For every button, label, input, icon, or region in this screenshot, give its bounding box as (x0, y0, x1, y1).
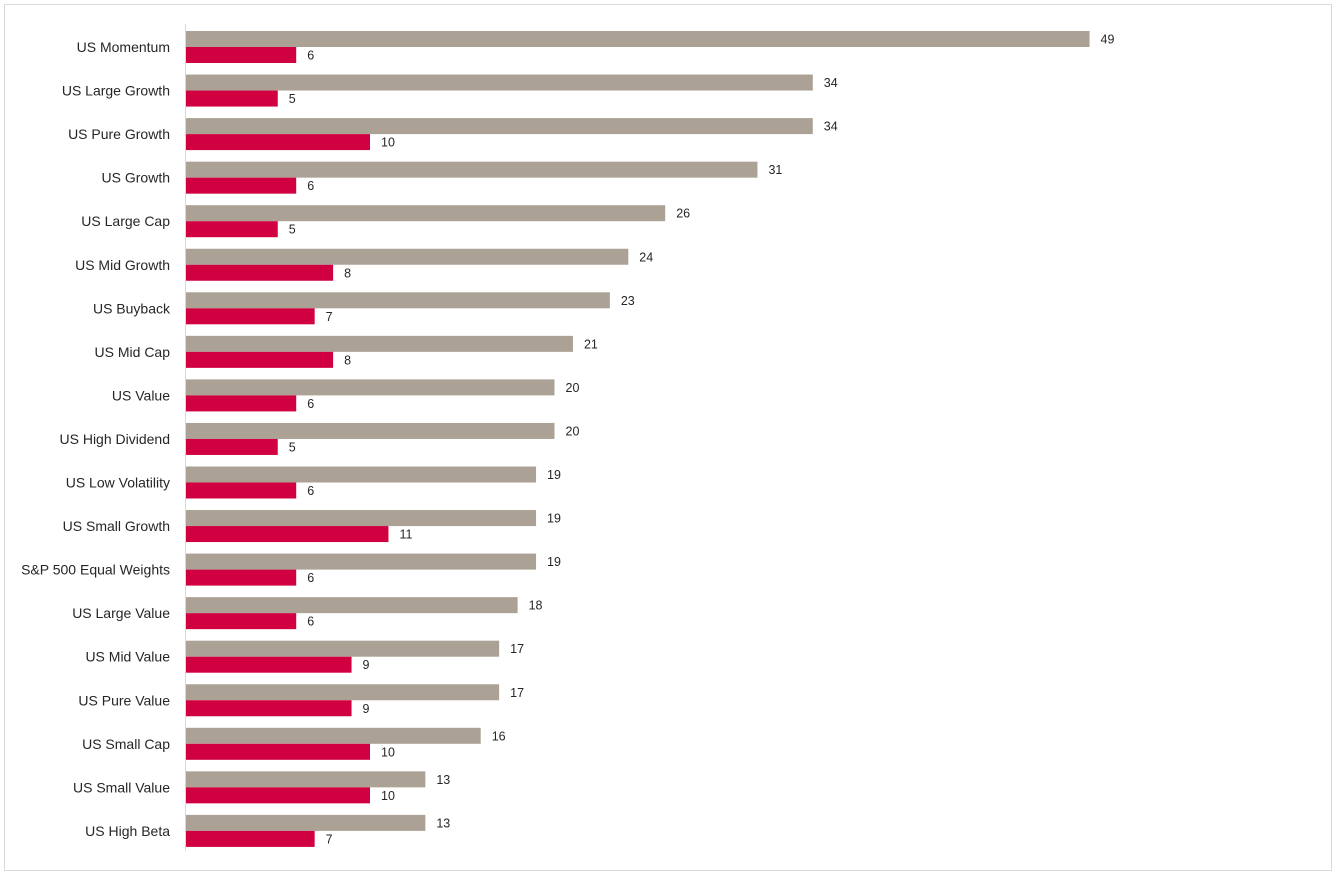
category-label-us-high-dividend: US High Dividend (60, 431, 171, 447)
bar-series1-us-mid-value (185, 640, 500, 657)
value-label-series2-us-pure-growth: 10 (381, 136, 395, 150)
value-label-series1-us-high-dividend: 20 (566, 424, 580, 438)
category-label-sandp-500-equal-weights: S&P 500 Equal Weights (21, 562, 170, 578)
category-label-us-pure-value: US Pure Value (78, 692, 170, 708)
category-label-us-mid-growth: US Mid Growth (75, 257, 170, 273)
bar-series1-us-large-cap (185, 205, 666, 222)
value-label-series2-us-large-growth: 5 (289, 92, 296, 106)
bar-series2-us-buyback (185, 308, 315, 325)
value-label-series2-us-large-value: 6 (307, 615, 314, 629)
bar-series2-us-momentum (185, 47, 297, 63)
bar-series2-sandp-500-equal-weights (185, 569, 297, 586)
value-label-series2-us-mid-growth: 8 (344, 266, 351, 280)
category-label-us-pure-growth: US Pure Growth (68, 126, 170, 142)
value-label-series2-us-small-growth: 11 (399, 528, 412, 542)
bar-series2-us-pure-growth (185, 134, 370, 151)
category-label-us-large-growth: US Large Growth (62, 83, 170, 99)
value-label-series2-us-value: 6 (307, 397, 314, 411)
category-label-us-mid-cap: US Mid Cap (95, 344, 171, 360)
value-label-series1-us-large-growth: 34 (824, 76, 838, 90)
bar-series2-us-high-beta (185, 830, 315, 847)
chart-frame: US Momentum 49 6 US Large Growth 34 5 US Pure … (4, 4, 1332, 871)
category-label-us-small-value: US Small Value (73, 779, 170, 795)
value-label-series2-us-pure-value: 9 (363, 702, 370, 716)
value-label-series2-us-high-dividend: 5 (289, 440, 296, 454)
category-label-us-large-value: US Large Value (72, 605, 170, 621)
value-label-series2-us-mid-cap: 8 (344, 353, 351, 367)
value-label-series1-us-growth: 31 (768, 163, 782, 177)
category-label-us-mid-value: US Mid Value (85, 649, 170, 665)
bar-series1-us-mid-growth (185, 248, 629, 265)
bar-series2-us-high-dividend (185, 438, 278, 455)
category-label-us-growth: US Growth (102, 170, 170, 186)
bar-series2-us-mid-growth (185, 264, 334, 281)
bar-series1-us-momentum (185, 31, 1090, 47)
value-label-series1-us-pure-value: 17 (510, 686, 524, 700)
bar-series1-us-high-beta (185, 814, 426, 831)
bar-series1-us-value (185, 379, 555, 396)
labels-layer: US Momentum 49 6 US Large Growth 34 5 US Pure … (21, 33, 1114, 847)
value-label-series1-sandp-500-equal-weights: 19 (547, 555, 561, 569)
bar-series2-us-growth (185, 177, 297, 194)
bar-series1-us-pure-value (185, 684, 500, 701)
value-label-series2-us-small-value: 10 (381, 789, 395, 803)
category-label-us-small-cap: US Small Cap (82, 736, 170, 752)
bar-series2-us-small-growth (185, 526, 389, 543)
category-label-us-large-cap: US Large Cap (81, 213, 170, 229)
value-label-series2-sandp-500-equal-weights: 6 (307, 571, 314, 585)
value-label-series1-us-value: 20 (566, 381, 580, 395)
value-label-series1-us-high-beta: 13 (436, 816, 450, 830)
value-label-series2-us-buyback: 7 (326, 310, 333, 324)
category-label-us-low-volatility: US Low Volatility (66, 475, 170, 491)
value-label-series1-us-mid-value: 17 (510, 642, 524, 656)
bar-series2-us-large-cap (185, 221, 278, 238)
bar-series1-us-high-dividend (185, 422, 555, 439)
value-label-series2-us-growth: 6 (307, 179, 314, 193)
bar-series2-us-large-growth (185, 90, 278, 107)
bar-series2-us-small-value (185, 787, 370, 804)
category-label-us-buyback: US Buyback (93, 300, 171, 316)
value-label-series1-us-low-volatility: 19 (547, 468, 561, 482)
bar-series2-us-small-cap (185, 743, 370, 760)
bar-series2-us-mid-value (185, 656, 352, 673)
value-label-series1-us-momentum: 49 (1101, 33, 1115, 47)
bar-series1-us-small-growth (185, 510, 537, 527)
value-label-series2-us-low-volatility: 6 (307, 484, 314, 498)
value-label-series2-us-large-cap: 5 (289, 223, 296, 237)
bar-series1-us-mid-cap (185, 335, 573, 352)
bar-series1-us-pure-growth (185, 118, 813, 135)
bar-series2-us-mid-cap (185, 351, 334, 368)
value-label-series1-us-mid-cap: 21 (584, 337, 598, 351)
category-label-us-momentum: US Momentum (77, 39, 170, 55)
bar-series1-us-small-value (185, 771, 426, 788)
bar-series1-us-large-growth (185, 74, 813, 91)
bar-series1-us-small-cap (185, 727, 481, 744)
bar-series2-us-low-volatility (185, 482, 297, 499)
category-label-us-small-growth: US Small Growth (63, 518, 170, 534)
bar-series1-us-buyback (185, 292, 610, 309)
bar-series2-us-large-value (185, 613, 297, 630)
value-label-series1-us-small-growth: 19 (547, 512, 561, 526)
category-label-us-value: US Value (112, 387, 170, 403)
value-label-series1-us-buyback: 23 (621, 294, 635, 308)
value-label-series1-us-mid-growth: 24 (639, 250, 653, 264)
value-label-series2-us-mid-value: 9 (363, 658, 370, 672)
value-label-series1-us-large-value: 18 (529, 599, 543, 613)
value-label-series1-us-large-cap: 26 (676, 207, 690, 221)
value-label-series2-us-small-cap: 10 (381, 745, 395, 759)
bar-series1-us-growth (185, 161, 758, 178)
category-label-us-high-beta: US High Beta (85, 823, 170, 839)
bar-series2-us-pure-value (185, 700, 352, 717)
bar-series2-us-value (185, 395, 297, 412)
value-label-series1-us-small-cap: 16 (492, 729, 506, 743)
value-label-series1-us-small-value: 13 (436, 773, 450, 787)
bar-series1-sandp-500-equal-weights (185, 553, 537, 570)
bars-layer (185, 31, 1090, 847)
bar-series1-us-low-volatility (185, 466, 537, 483)
value-label-series2-us-momentum: 6 (307, 49, 314, 63)
value-label-series1-us-pure-growth: 34 (824, 120, 838, 134)
bar-series1-us-large-value (185, 597, 518, 614)
value-label-series2-us-high-beta: 7 (326, 832, 333, 846)
